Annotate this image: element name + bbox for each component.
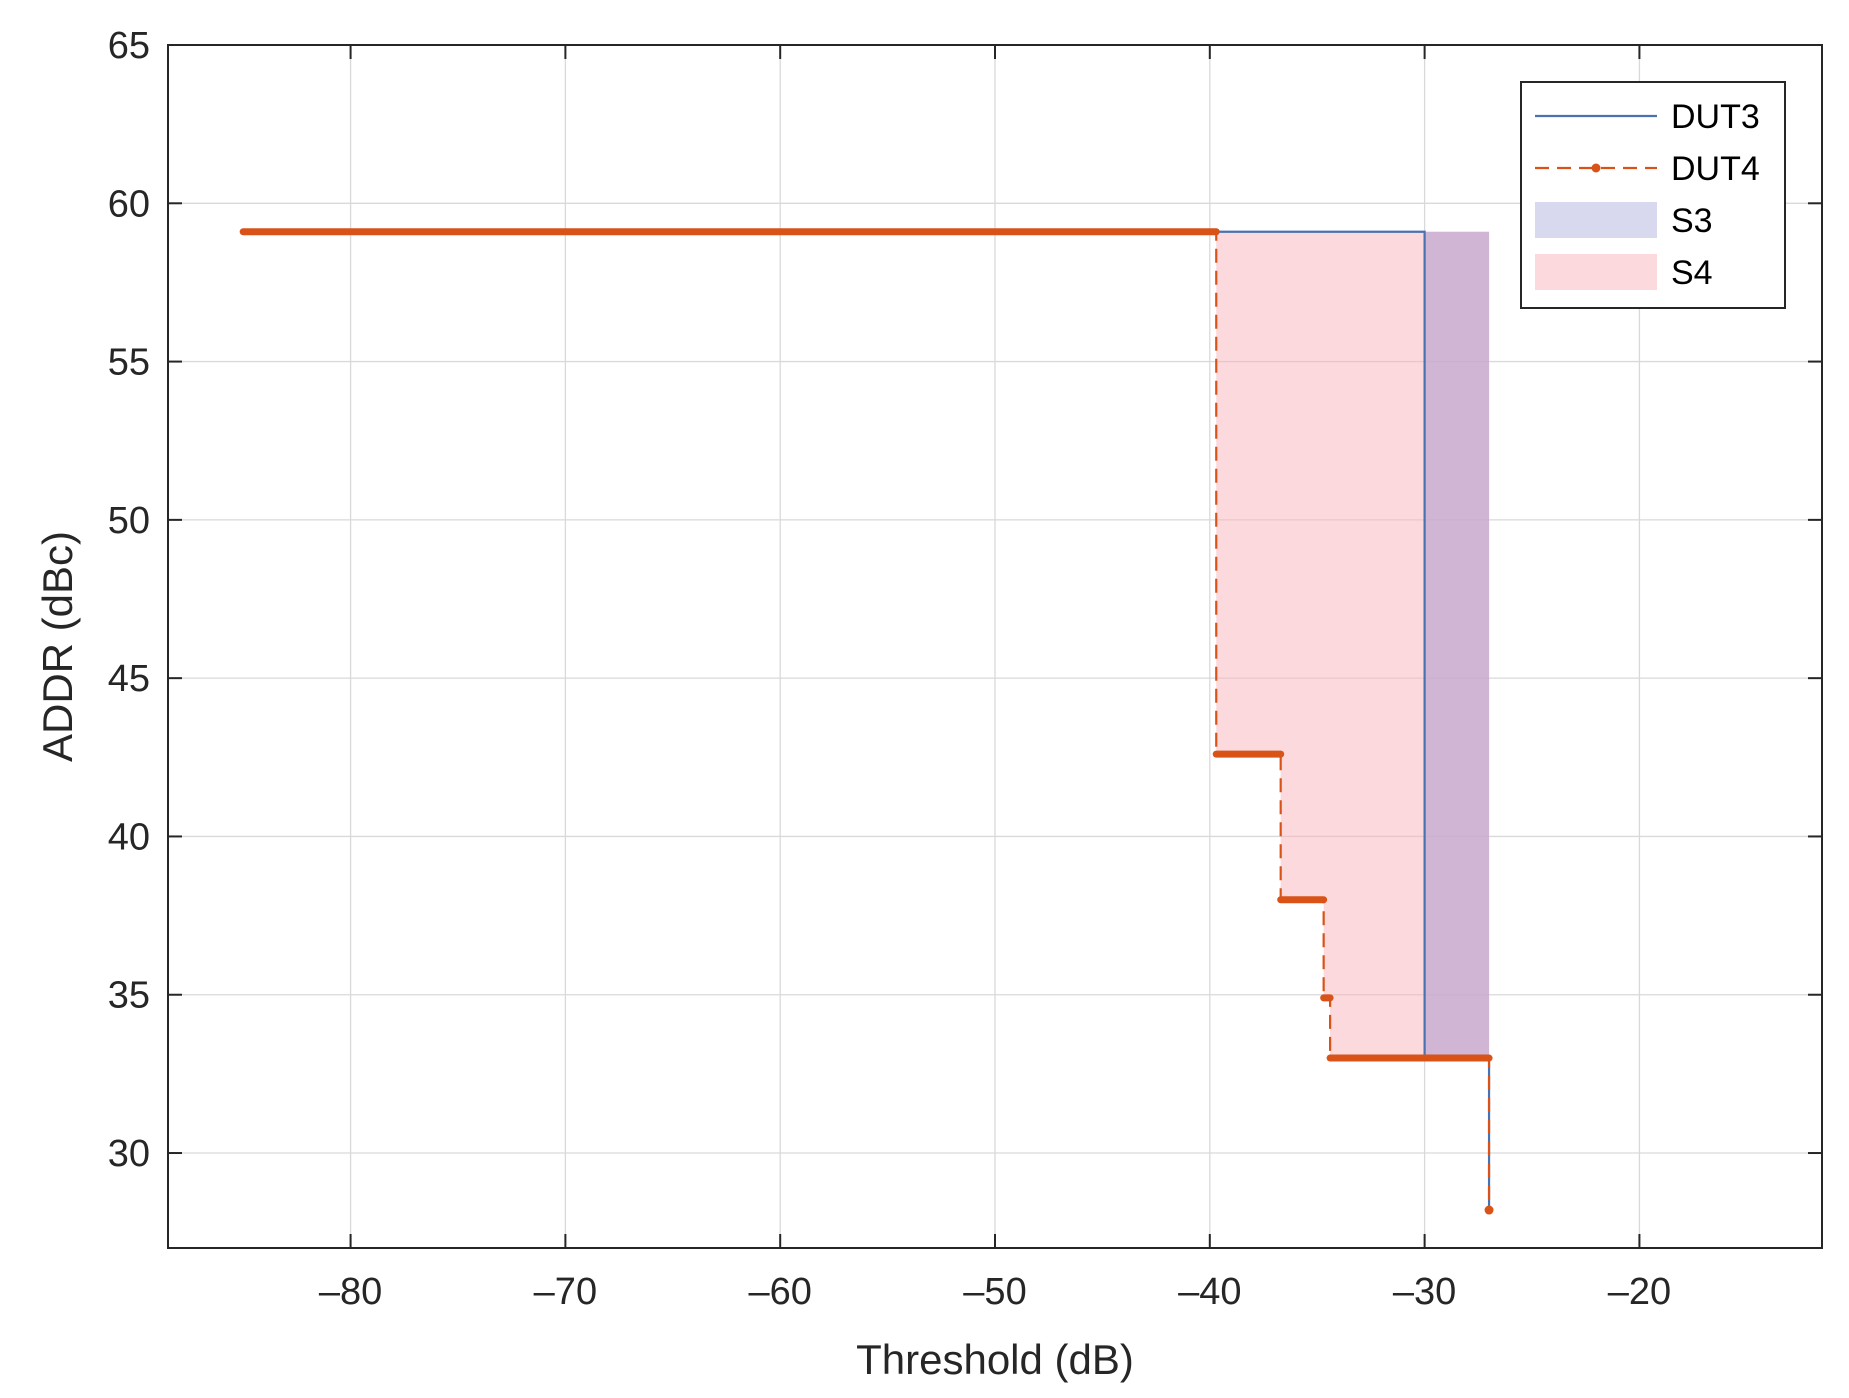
- x-axis-label: Threshold (dB): [856, 1336, 1134, 1383]
- y-tick-label: 45: [108, 658, 150, 700]
- y-tick-label: 55: [108, 342, 150, 384]
- legend-label: DUT3: [1671, 98, 1760, 136]
- legend-label: S4: [1671, 254, 1713, 292]
- series-layer: [239, 228, 1494, 1215]
- legend-label: DUT4: [1671, 150, 1760, 188]
- x-tick-label: –60: [748, 1271, 811, 1313]
- y-axis-label: ADDR (dBc): [34, 531, 81, 762]
- x-tick-label: –80: [319, 1271, 382, 1313]
- legend-swatch-s3: [1535, 202, 1657, 238]
- y-tick-label: 35: [108, 975, 150, 1017]
- y-tick-label: 60: [108, 183, 150, 225]
- area-layer: [1216, 231, 1490, 1059]
- y-tick-label: 65: [108, 25, 150, 67]
- y-tick-label: 30: [108, 1133, 150, 1175]
- area-overlap: [1424, 231, 1490, 1059]
- series-dut4-end-marker: [1484, 1205, 1494, 1215]
- x-tick-label: –40: [1178, 1271, 1241, 1313]
- y-tick-label: 50: [108, 500, 150, 542]
- area-s3: [1424, 231, 1490, 1059]
- y-tick-label: 40: [108, 816, 150, 858]
- x-tick-label: –20: [1608, 1271, 1671, 1313]
- legend-swatch-s4: [1535, 254, 1657, 290]
- x-tick-label: –50: [963, 1271, 1026, 1313]
- legend-label: S3: [1671, 202, 1713, 240]
- tick-layer: –80 –70 –60 –50 –40 –30 –20 30 35 40 45 50 55 60 65: [108, 25, 1822, 1313]
- x-tick-label: –30: [1393, 1271, 1456, 1313]
- legend: DUT3 DUT4 S3 S4: [1520, 81, 1786, 309]
- x-tick-label: –70: [534, 1271, 597, 1313]
- area-s4: [1216, 231, 1490, 1059]
- legend-swatch-dut4-marker: [1591, 163, 1601, 173]
